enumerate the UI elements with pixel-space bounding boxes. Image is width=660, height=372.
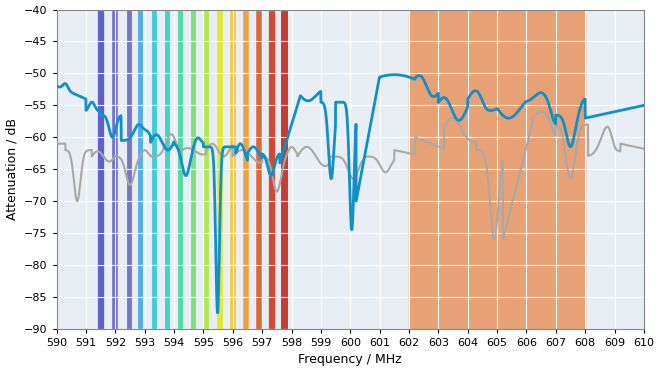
Y-axis label: Attenuation / dB: Attenuation / dB bbox=[5, 118, 18, 220]
X-axis label: Frequency / MHz: Frequency / MHz bbox=[298, 353, 402, 366]
Bar bbox=[409, 10, 585, 329]
